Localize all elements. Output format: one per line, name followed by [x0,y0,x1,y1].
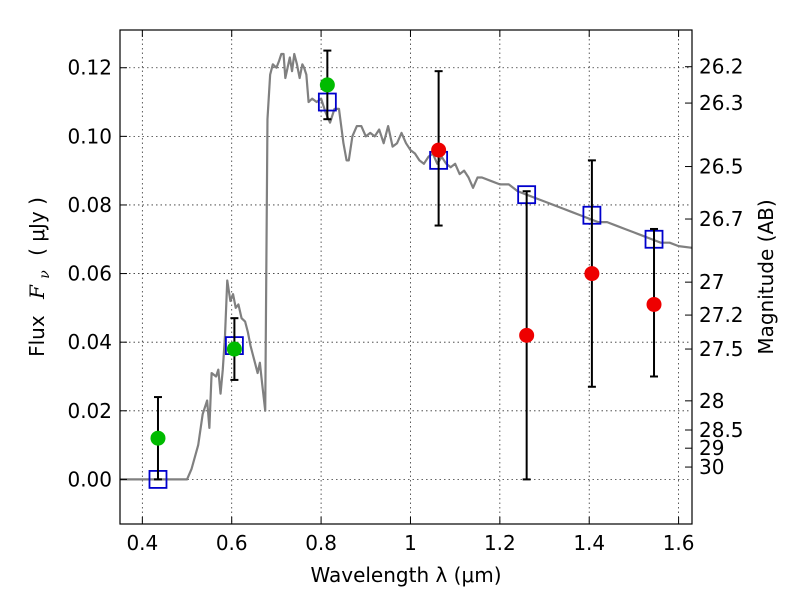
svg-text:Flux F ν ( μ: Flux F ν ( μJy ) [25,197,54,357]
x-tick-label: 0.6 [216,531,248,555]
photometry-point-green [150,430,166,446]
right-tick-label: 27.5 [699,337,744,361]
data-layer [120,49,693,489]
y-axis-label-suffix: ( μJy ) [25,197,49,256]
grid-lines [120,30,692,524]
y-tick-label: 0.10 [67,124,112,148]
photometry-point-red [646,296,662,312]
x-tick-label: 0.8 [305,531,337,555]
y-tick-label: 0.02 [67,399,112,423]
y-tick-label: 0.12 [67,56,112,80]
x-tick-label: 1.4 [573,531,605,555]
plot-frame [119,29,693,525]
x-tick-label: 1.6 [663,531,695,555]
y-tick-label: 0.04 [67,330,112,354]
y-axis-label-variable: F [25,284,49,300]
photometry-point-red [431,142,447,158]
y-tick-label: 0.06 [67,262,112,286]
y-axis-label-prefix: Flux [25,315,49,357]
photometry-point-green [226,341,242,357]
x-tick-label: 1.2 [484,531,516,555]
right-tick-label: 26.7 [699,207,744,231]
x-axis-label: Wavelength λ (μm) [310,563,501,587]
right-tick-label: 28 [699,389,724,413]
right-tick-label: 27.2 [699,303,744,327]
right-tick-label: 28.5 [699,418,744,442]
right-tick-label: 27 [699,270,724,294]
photometry-point-green [319,77,335,93]
right-tick-label: 26.5 [699,155,744,179]
x-tick-label: 0.4 [126,531,158,555]
y-axis-label-subscript: ν [37,270,53,279]
right-axis-label: Magnitude (AB) [754,199,778,354]
photometry-point-red [584,266,600,282]
y-axis-label: Flux F ν ( μJy ) [25,197,54,357]
y-tick-label: 0.00 [67,467,112,491]
right-tick-label: 29 [699,436,724,460]
right-tick-label: 30 [699,455,724,479]
x-tick-label: 1 [404,531,417,555]
model-spectrum-line [120,52,693,481]
right-tick-label: 26.3 [699,91,744,115]
y-tick-label: 0.08 [67,193,112,217]
photometry-point-red [519,327,535,343]
ticks: 0.4 0.6 0.8 1 1.2 1.4 1.6 0.00 0.02 0.04 0.06 0.08 0… [67,30,744,555]
right-tick-label: 26.2 [699,55,744,79]
